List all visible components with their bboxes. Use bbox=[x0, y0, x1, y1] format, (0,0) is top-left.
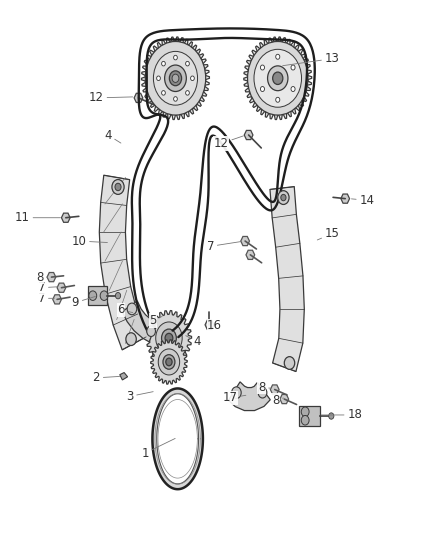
Text: 12: 12 bbox=[89, 91, 133, 104]
Circle shape bbox=[301, 407, 309, 417]
Circle shape bbox=[162, 61, 165, 66]
Circle shape bbox=[281, 195, 286, 201]
Text: 1: 1 bbox=[141, 439, 175, 459]
Polygon shape bbox=[157, 394, 198, 484]
Text: 4: 4 bbox=[186, 335, 201, 348]
Polygon shape bbox=[122, 301, 156, 342]
Text: 11: 11 bbox=[15, 211, 60, 224]
Text: 4: 4 bbox=[104, 128, 121, 143]
Circle shape bbox=[162, 329, 177, 347]
Polygon shape bbox=[88, 286, 107, 305]
Polygon shape bbox=[205, 320, 214, 329]
Polygon shape bbox=[151, 340, 187, 384]
Polygon shape bbox=[61, 213, 70, 222]
Circle shape bbox=[186, 61, 189, 66]
Polygon shape bbox=[134, 93, 143, 102]
Text: 14: 14 bbox=[351, 193, 374, 207]
Polygon shape bbox=[280, 394, 289, 403]
Circle shape bbox=[157, 76, 160, 80]
Circle shape bbox=[116, 293, 120, 299]
Text: 2: 2 bbox=[92, 372, 120, 384]
Circle shape bbox=[173, 96, 177, 101]
Circle shape bbox=[100, 291, 108, 301]
Circle shape bbox=[232, 387, 241, 399]
Circle shape bbox=[268, 66, 288, 91]
Circle shape bbox=[126, 333, 136, 345]
Circle shape bbox=[301, 416, 309, 425]
Polygon shape bbox=[99, 175, 146, 350]
Text: 6: 6 bbox=[117, 303, 133, 317]
Text: 17: 17 bbox=[223, 392, 246, 405]
Polygon shape bbox=[341, 194, 350, 203]
Circle shape bbox=[173, 55, 177, 60]
Circle shape bbox=[158, 349, 180, 375]
Text: 12: 12 bbox=[214, 136, 244, 150]
Polygon shape bbox=[228, 382, 270, 410]
Circle shape bbox=[328, 413, 334, 419]
Circle shape bbox=[247, 42, 308, 115]
Text: 16: 16 bbox=[207, 319, 222, 333]
Text: 7: 7 bbox=[207, 240, 241, 253]
Circle shape bbox=[276, 98, 280, 102]
Text: 18: 18 bbox=[321, 408, 362, 422]
Text: 8: 8 bbox=[36, 271, 47, 284]
Polygon shape bbox=[141, 37, 209, 119]
Polygon shape bbox=[146, 311, 191, 366]
Circle shape bbox=[89, 291, 97, 301]
Circle shape bbox=[186, 91, 189, 95]
Text: 3: 3 bbox=[126, 390, 153, 403]
Circle shape bbox=[165, 333, 173, 343]
Polygon shape bbox=[270, 187, 304, 372]
Circle shape bbox=[291, 65, 295, 70]
Circle shape bbox=[127, 303, 137, 315]
Circle shape bbox=[191, 76, 194, 80]
Circle shape bbox=[276, 54, 280, 59]
Polygon shape bbox=[244, 37, 312, 119]
Circle shape bbox=[278, 191, 289, 205]
Circle shape bbox=[147, 326, 155, 336]
Text: 5: 5 bbox=[149, 314, 162, 327]
Circle shape bbox=[254, 50, 301, 107]
Text: 8: 8 bbox=[258, 381, 271, 394]
Circle shape bbox=[172, 74, 179, 83]
Polygon shape bbox=[246, 250, 254, 260]
Polygon shape bbox=[244, 131, 253, 140]
Circle shape bbox=[115, 183, 121, 191]
Circle shape bbox=[291, 86, 295, 92]
Circle shape bbox=[153, 51, 198, 105]
Polygon shape bbox=[152, 389, 203, 489]
Polygon shape bbox=[57, 283, 66, 292]
Circle shape bbox=[145, 42, 206, 115]
Circle shape bbox=[261, 65, 265, 70]
Circle shape bbox=[261, 86, 265, 92]
Text: 8: 8 bbox=[272, 393, 283, 407]
Circle shape bbox=[166, 358, 172, 366]
Text: 15: 15 bbox=[317, 227, 339, 240]
Polygon shape bbox=[270, 385, 279, 394]
Polygon shape bbox=[299, 407, 321, 425]
Text: 7: 7 bbox=[38, 281, 57, 294]
Polygon shape bbox=[47, 272, 56, 282]
Circle shape bbox=[163, 354, 175, 369]
Text: 13: 13 bbox=[283, 52, 339, 66]
Polygon shape bbox=[241, 237, 250, 246]
Text: 7: 7 bbox=[38, 292, 54, 305]
Circle shape bbox=[156, 322, 182, 354]
Text: 9: 9 bbox=[72, 296, 95, 309]
Circle shape bbox=[170, 71, 182, 86]
Circle shape bbox=[273, 72, 283, 84]
Polygon shape bbox=[120, 373, 127, 380]
Circle shape bbox=[258, 387, 267, 398]
Circle shape bbox=[165, 65, 186, 92]
Circle shape bbox=[284, 357, 295, 369]
Circle shape bbox=[162, 91, 165, 95]
Text: 10: 10 bbox=[71, 235, 107, 247]
Circle shape bbox=[112, 180, 124, 195]
Polygon shape bbox=[53, 295, 61, 304]
